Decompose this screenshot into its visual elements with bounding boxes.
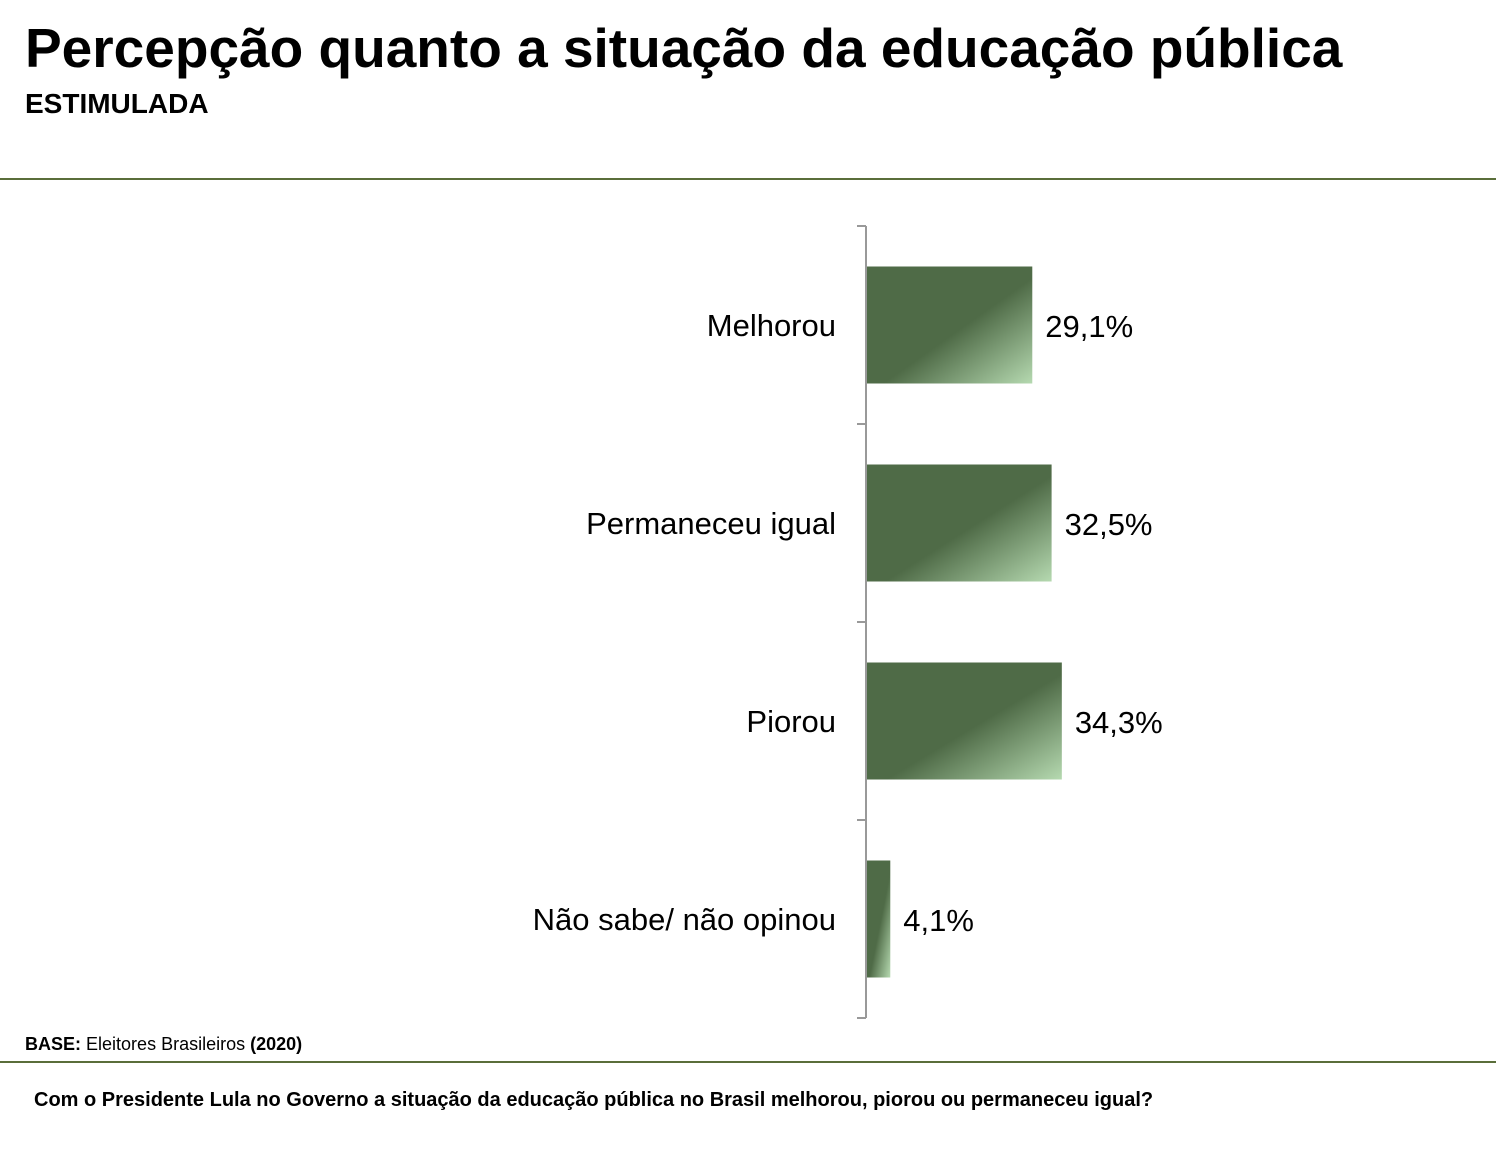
- survey-question: Com o Presidente Lula no Governo a situa…: [34, 1089, 1154, 1111]
- top-divider: [0, 178, 1496, 180]
- base-label: BASE:: [25, 1034, 82, 1054]
- base-year: (2020): [250, 1034, 303, 1054]
- category-label: Permaneceu igual: [586, 506, 836, 541]
- base-text: Eleitores Brasileiros: [86, 1034, 246, 1054]
- bottom-divider: [0, 1061, 1496, 1063]
- base-note: BASE: Eleitores Brasileiros (2020): [25, 1034, 302, 1055]
- data-label: 34,3%: [1075, 705, 1163, 740]
- category-label: Piorou: [746, 704, 836, 739]
- page-subtitle: ESTIMULADA: [25, 88, 209, 119]
- category-label: Não sabe/ não opinou: [533, 902, 836, 937]
- bar: [867, 266, 1033, 384]
- data-label: 32,5%: [1065, 507, 1153, 542]
- page-title: Percepção quanto a situação da educação …: [25, 17, 1343, 79]
- category-label: Melhorou: [707, 308, 836, 343]
- bar: [867, 860, 891, 978]
- bar: [867, 464, 1052, 582]
- data-label: 29,1%: [1045, 309, 1133, 344]
- data-label: 4,1%: [903, 903, 974, 938]
- bar: [867, 662, 1062, 780]
